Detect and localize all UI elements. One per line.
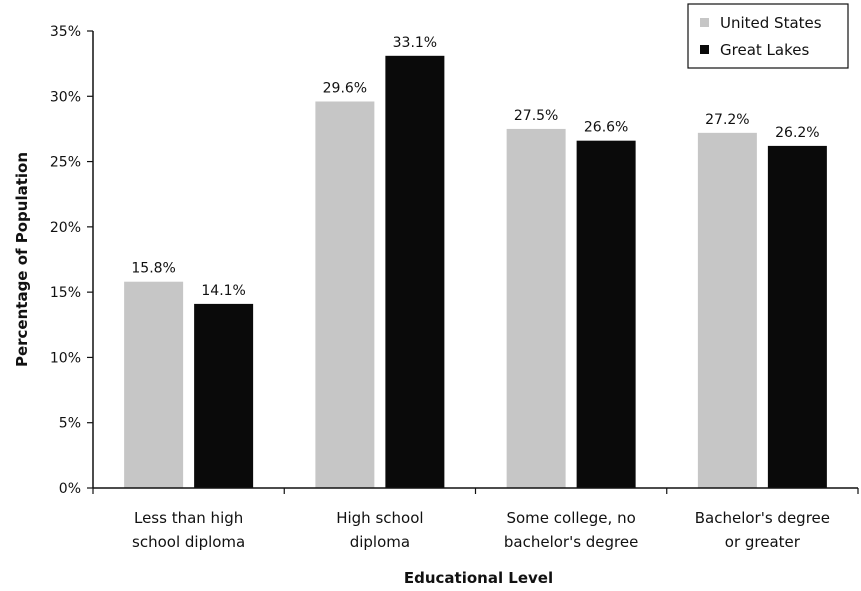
legend-label: Great Lakes: [720, 41, 809, 59]
y-tick-label: 0%: [59, 481, 81, 497]
x-axis-title: Educational Level: [404, 569, 553, 587]
bar-united-states-2: [506, 128, 566, 488]
y-tick-label: 10%: [50, 350, 81, 366]
y-tick-label: 15%: [50, 285, 81, 301]
x-category-label: High school: [336, 509, 423, 527]
x-category-label: diploma: [350, 533, 410, 551]
y-tick-label: 30%: [50, 89, 81, 105]
data-label: 29.6%: [323, 81, 367, 97]
data-label: 26.6%: [584, 120, 628, 136]
data-labels: 15.8% 14.1% 29.6% 33.1% 27.5% 26.6% 27.2% 26.2%: [131, 35, 819, 299]
axes: 0% 5% 10% 15% 20% 25% 30% 35% Less than high scho…: [50, 24, 859, 551]
x-category-label: Bachelor's degree: [695, 509, 830, 527]
y-axis-title: Percentage of Population: [13, 152, 31, 367]
bar-great-lakes-1: [385, 55, 445, 489]
plot-area: [124, 55, 827, 489]
data-label: 27.5%: [514, 108, 558, 124]
legend-label: United States: [720, 14, 822, 32]
bar-great-lakes-3: [767, 145, 827, 488]
legend-swatch: [700, 18, 709, 27]
data-label: 14.1%: [201, 283, 245, 299]
legend: United States Great Lakes: [687, 3, 849, 69]
data-label: 26.2%: [775, 125, 819, 141]
x-category-label: Some college, no: [506, 509, 635, 527]
legend-box: [687, 3, 849, 69]
bar-united-states-1: [315, 101, 375, 488]
y-tick-label: 25%: [50, 155, 81, 171]
x-category-label: bachelor's degree: [504, 533, 638, 551]
bar-united-states-0: [124, 281, 184, 488]
x-category-label: Less than high: [134, 509, 243, 527]
x-category-label: school diploma: [132, 533, 245, 551]
bar-great-lakes-0: [194, 303, 254, 488]
y-tick-label: 35%: [50, 24, 81, 40]
y-tick-label: 5%: [59, 416, 81, 432]
data-label: 33.1%: [393, 35, 437, 51]
bar-united-states-3: [697, 132, 757, 489]
data-label: 27.2%: [705, 112, 749, 128]
y-tick-label: 20%: [50, 220, 81, 236]
bar-great-lakes-2: [576, 140, 636, 488]
x-category-label: or greater: [725, 533, 801, 551]
legend-swatch: [700, 45, 709, 54]
data-label: 15.8%: [131, 261, 175, 277]
